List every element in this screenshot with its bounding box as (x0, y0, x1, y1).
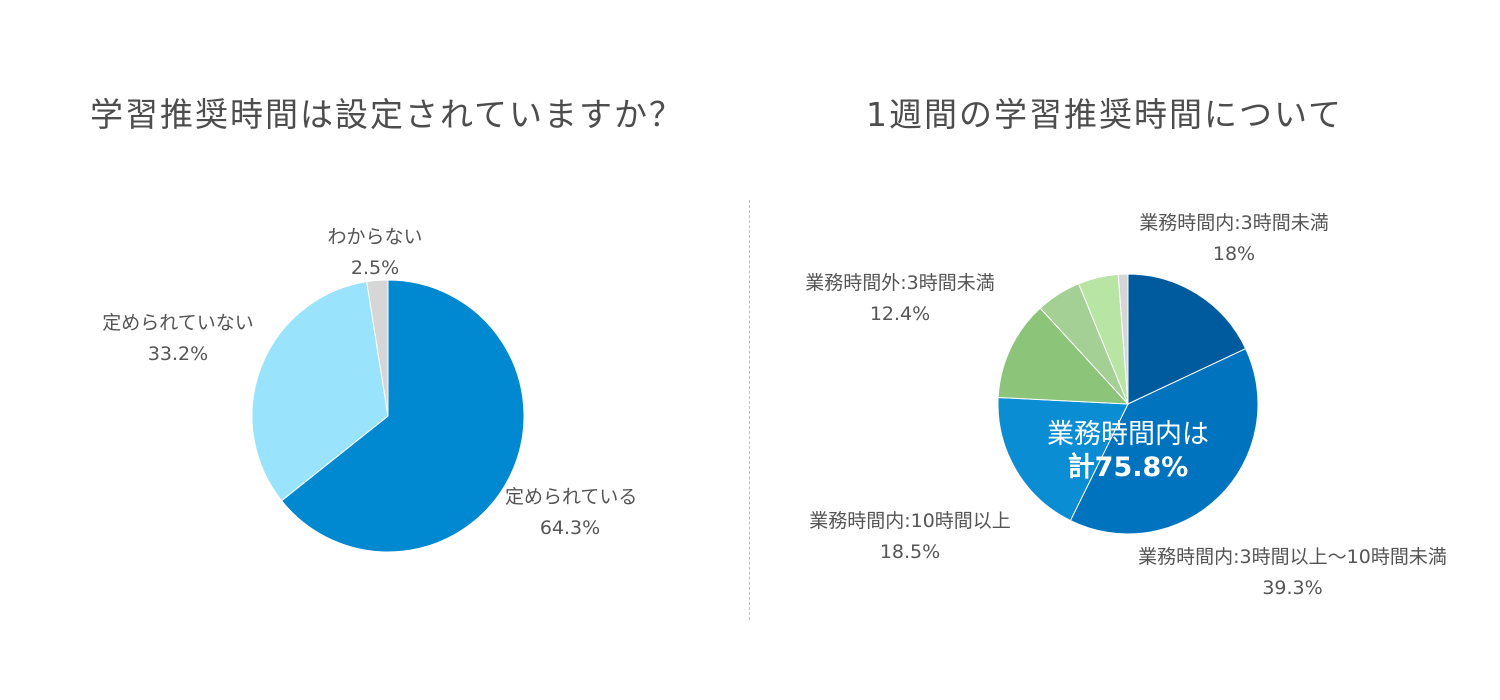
slice-label: わからない (327, 226, 423, 248)
slice-label: 業務時間内:3時間以上〜10時間未満 (1138, 546, 1447, 568)
pie-label-inner-3to10: 業務時間内:3時間以上〜10時間未満 39.3% (1100, 542, 1485, 604)
pie2-slice-4 (997, 307, 1130, 405)
slice-value: 33.2% (147, 343, 209, 365)
slice-value: 39.3% (1262, 577, 1323, 599)
pie-label-outer-under3: 業務時間外:3時間未満 12.4% (770, 268, 1030, 330)
slice-label: 業務時間内:10時間以上 (809, 510, 1011, 532)
pie-center-label: 業務時間内は 計75.8% (1028, 418, 1228, 484)
pie1-slice-1 (280, 279, 525, 553)
pie-label-wakaranai: わからない 2.5% (305, 222, 445, 284)
left-chart-title: 学習推奨時間は設定されていますか？ (90, 95, 685, 134)
pie1-slice-3 (366, 279, 389, 417)
pie2-slice-2 (1069, 347, 1259, 535)
slice-label: 業務時間外:3時間未満 (805, 272, 995, 294)
chart-divider (749, 200, 750, 620)
pie-label-teimerareteiru: 定められている 64.3% (505, 482, 638, 544)
slice-label: 業務時間内:3時間未満 (1139, 212, 1329, 234)
slice-label: 定められている (505, 486, 638, 508)
right-chart-title: 1週間の学習推奨時間について (866, 95, 1344, 134)
slice-value: 2.5% (350, 257, 400, 279)
center-label-line1: 業務時間内は (1047, 419, 1209, 450)
pie2-slice-1 (1127, 273, 1247, 405)
pie-label-teimerareteinai: 定められていない 33.2% (88, 308, 268, 370)
pie2-slice-7 (1117, 273, 1129, 405)
pie1-slice-2 (251, 281, 389, 502)
pie-label-inner-over10: 業務時間内:10時間以上 18.5% (770, 506, 1050, 568)
slice-value: 18.5% (879, 541, 941, 563)
center-label-line2: 計75.8% (1067, 452, 1189, 483)
pie2-slice-3 (997, 396, 1129, 522)
slice-value: 18% (1212, 243, 1256, 265)
slice-label: 定められていない (102, 312, 254, 334)
slice-value: 12.4% (869, 303, 931, 325)
pie-label-inner-under3: 業務時間内:3時間未満 18% (1104, 208, 1364, 270)
slice-value: 64.3% (539, 517, 601, 539)
